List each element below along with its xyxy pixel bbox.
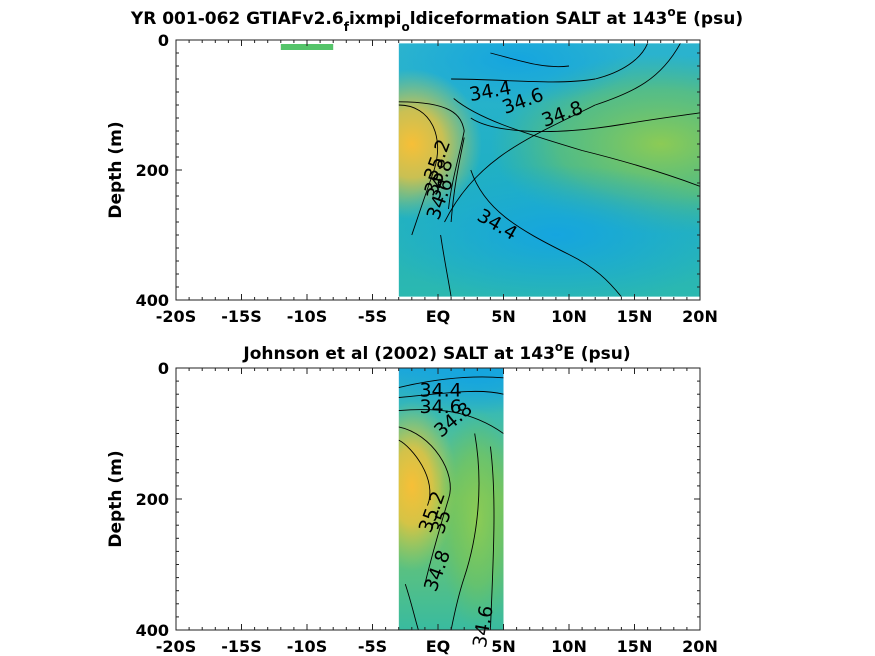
y-axis-label-top: Depth (m): [106, 121, 126, 218]
y-tick-label: 0: [158, 31, 169, 50]
y-axis-label-bottom: Depth (m): [106, 450, 126, 547]
contour-label: 34.4: [419, 379, 461, 401]
x-tick-label: 20N: [682, 307, 718, 326]
salinity-region-surface-fresh: [398, 368, 504, 415]
panel-bottom: Johnson et al (2002) SALT at 143oE (psu)…: [106, 340, 718, 656]
chart-title-bottom: Johnson et al (2002) SALT at 143oE (psu): [242, 340, 630, 364]
contour-line: [595, 43, 681, 106]
contour-line: [470, 169, 570, 255]
panel-top: YR 001-062 GTIAFv2.6fixmpioldiceformatio…: [106, 5, 743, 326]
axis-ticks-top: [175, 39, 701, 301]
x-tick-label: -20S: [156, 307, 196, 326]
contour-line: [398, 439, 431, 506]
x-tick-label: 10N: [551, 637, 587, 656]
x-tick-label: 5N: [491, 637, 516, 656]
x-tick-label: -10S: [287, 637, 327, 656]
x-tick-label: -15S: [221, 307, 261, 326]
salinity-field-bottom: [398, 368, 504, 630]
y-tick-label: 200: [136, 161, 169, 180]
contour-line: [470, 117, 622, 133]
x-tick-label: 20N: [682, 637, 718, 656]
contour-lines-bottom: [398, 376, 504, 630]
x-tick-label: -10S: [287, 307, 327, 326]
x-tick-label: 15N: [617, 307, 653, 326]
contour-line: [424, 498, 449, 585]
contour-line: [568, 254, 622, 297]
contour-line: [398, 104, 438, 171]
contour-line: [398, 426, 451, 500]
y-tick-label: 400: [136, 291, 169, 310]
x-tick-label: EQ: [426, 307, 451, 326]
contour-line: [595, 43, 649, 80]
y-tick-label: 200: [136, 490, 169, 509]
y-tick-label: 400: [136, 621, 169, 640]
x-tick-label: -5S: [358, 637, 387, 656]
contour-line: [451, 78, 596, 83]
x-tick-label: 5N: [491, 307, 516, 326]
salinity-region-deep-fresh: [398, 165, 700, 297]
chart-title-top: YR 001-062 GTIAFv2.6fixmpioldiceformatio…: [130, 5, 743, 34]
contour-label: 34.6: [419, 396, 461, 418]
x-tick-label: 10N: [551, 307, 587, 326]
x-tick-label: EQ: [426, 637, 451, 656]
contour-lines-top: [398, 43, 700, 297]
x-tick-label: -20S: [156, 637, 196, 656]
contour-line: [404, 583, 419, 630]
contour-line: [581, 150, 700, 187]
contour-line: [411, 169, 435, 236]
salinity-field-top: [398, 43, 700, 297]
contour-line: [450, 577, 465, 630]
tick-labels-bottom: -20S -15S -10S -5S EQ 5N 10N 15N 20N 0 200 400: [136, 359, 718, 656]
tick-labels-top: -20S -15S -10S -5S EQ 5N 10N 15N 20N 0 200 400: [136, 31, 718, 326]
contour-line: [398, 409, 504, 434]
contour-line: [448, 130, 465, 210]
contour-line: [398, 376, 504, 389]
axis-ticks-bottom: [175, 367, 701, 631]
contour-line: [398, 101, 465, 132]
contour-line: [621, 112, 700, 125]
contour-line: [490, 52, 570, 68]
salinity-patch-isolated: [280, 44, 334, 50]
salinity-region-east: [437, 408, 504, 629]
contour-line: [444, 104, 596, 223]
contour-line: [489, 446, 495, 630]
y-tick-label: 0: [158, 359, 169, 378]
x-tick-label: -15S: [221, 637, 261, 656]
contour-line: [463, 433, 480, 578]
x-tick-label: 15N: [617, 637, 653, 656]
contour-line: [440, 234, 452, 297]
contour-line: [450, 137, 465, 223]
x-tick-label: -5S: [358, 307, 387, 326]
contour-line: [398, 390, 504, 398]
contour-line: [453, 98, 583, 151]
